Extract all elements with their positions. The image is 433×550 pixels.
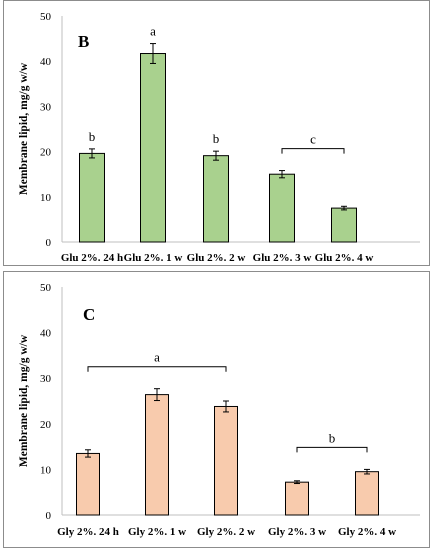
y-tick-label: 50: [40, 282, 52, 294]
bar: [145, 394, 169, 516]
significance-letter: b: [213, 131, 220, 146]
x-tick-label: Gly 2%. 24 h: [57, 526, 119, 538]
significance-letter: b: [329, 430, 336, 445]
bar: [76, 452, 100, 516]
significance-letter: a: [154, 350, 160, 365]
x-tick-label: Gly 2%. 2 w: [197, 526, 255, 538]
y-tick-label: 10: [40, 464, 52, 476]
y-tick-label: 50: [40, 11, 52, 23]
y-tick-label: 40: [40, 328, 52, 340]
bar: [355, 471, 379, 516]
x-tick-label: Glu 2%. 2 w: [187, 252, 246, 264]
chart-panel-c: 0 10 20 30 40 50 Membrane lipid, mg/g w/w C Gly …: [0, 271, 433, 550]
y-tick-label: 20: [40, 419, 52, 431]
y-tick-label: 20: [40, 147, 52, 159]
x-tick-label: Glu 2%. 4 w: [315, 252, 374, 264]
chart-b-svg: 0 10 20 30 40 50 Membrane lipid, mg/g w/w B Glu …: [18, 11, 420, 264]
chart-panel-b: 0 10 20 30 40 50 Membrane lipid, mg/g w/w B Glu …: [0, 0, 433, 268]
significance-letter: b: [89, 129, 96, 144]
y-tick-label: 10: [40, 192, 52, 204]
significance-bracket: [281, 148, 345, 154]
bar: [203, 155, 229, 243]
bar: [214, 405, 238, 516]
chart-frame: [3, 0, 430, 266]
bar: [285, 481, 309, 516]
significance-letter: a: [150, 24, 156, 39]
y-axis-label: Membrane lipid, mg/g w/w: [18, 62, 30, 195]
significance-letter: c: [310, 132, 316, 147]
y-tick-label: 30: [40, 373, 52, 385]
y-tick-label: 40: [40, 56, 52, 68]
chart-frame: [3, 271, 430, 548]
significance-bracket: [87, 366, 227, 372]
bar: [79, 152, 105, 243]
y-axis-label: Membrane lipid, mg/g w/w: [18, 334, 30, 467]
x-tick-label: Gly 2%. 4 w: [338, 526, 396, 538]
y-tick-label: 30: [40, 101, 52, 113]
x-tick-label: Gly 2%. 1 w: [128, 526, 186, 538]
bar: [140, 53, 166, 243]
x-tick-label: Glu 2%. 3 w: [253, 252, 312, 264]
y-tick-label: 0: [46, 237, 52, 249]
y-tick-label: 0: [46, 510, 52, 522]
bar: [269, 173, 295, 243]
x-tick-label: Gly 2%. 3 w: [268, 526, 326, 538]
chart-c-svg: 0 10 20 30 40 50 Membrane lipid, mg/g w/w C Gly …: [18, 282, 420, 538]
bar: [331, 207, 357, 243]
x-tick-label: Glu 2%. 24 h: [61, 252, 123, 264]
panel-label: C: [83, 305, 95, 324]
panel-label: B: [78, 32, 89, 51]
x-tick-label: Glu 2%. 1 w: [124, 252, 183, 264]
significance-bracket: [296, 446, 368, 453]
